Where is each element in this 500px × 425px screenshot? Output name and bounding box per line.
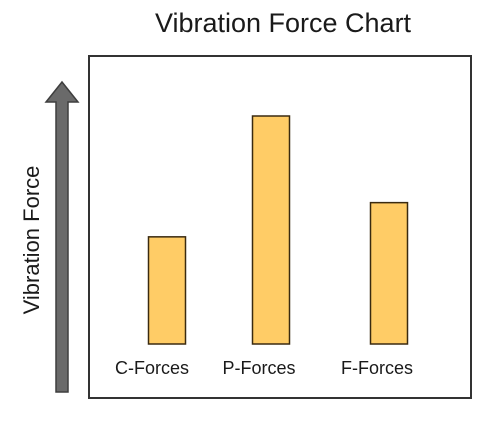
bar-p-forces [251,115,291,345]
bar-c-forces [147,236,187,345]
y-axis-arrow-icon [44,80,80,393]
bar-f-forces [369,201,409,345]
chart-title: Vibration Force Chart [154,8,412,38]
x-tick-label: C-Forces [115,358,189,378]
x-tick-label: P-Forces [222,358,295,378]
x-tick-label: F-Forces [341,358,413,378]
